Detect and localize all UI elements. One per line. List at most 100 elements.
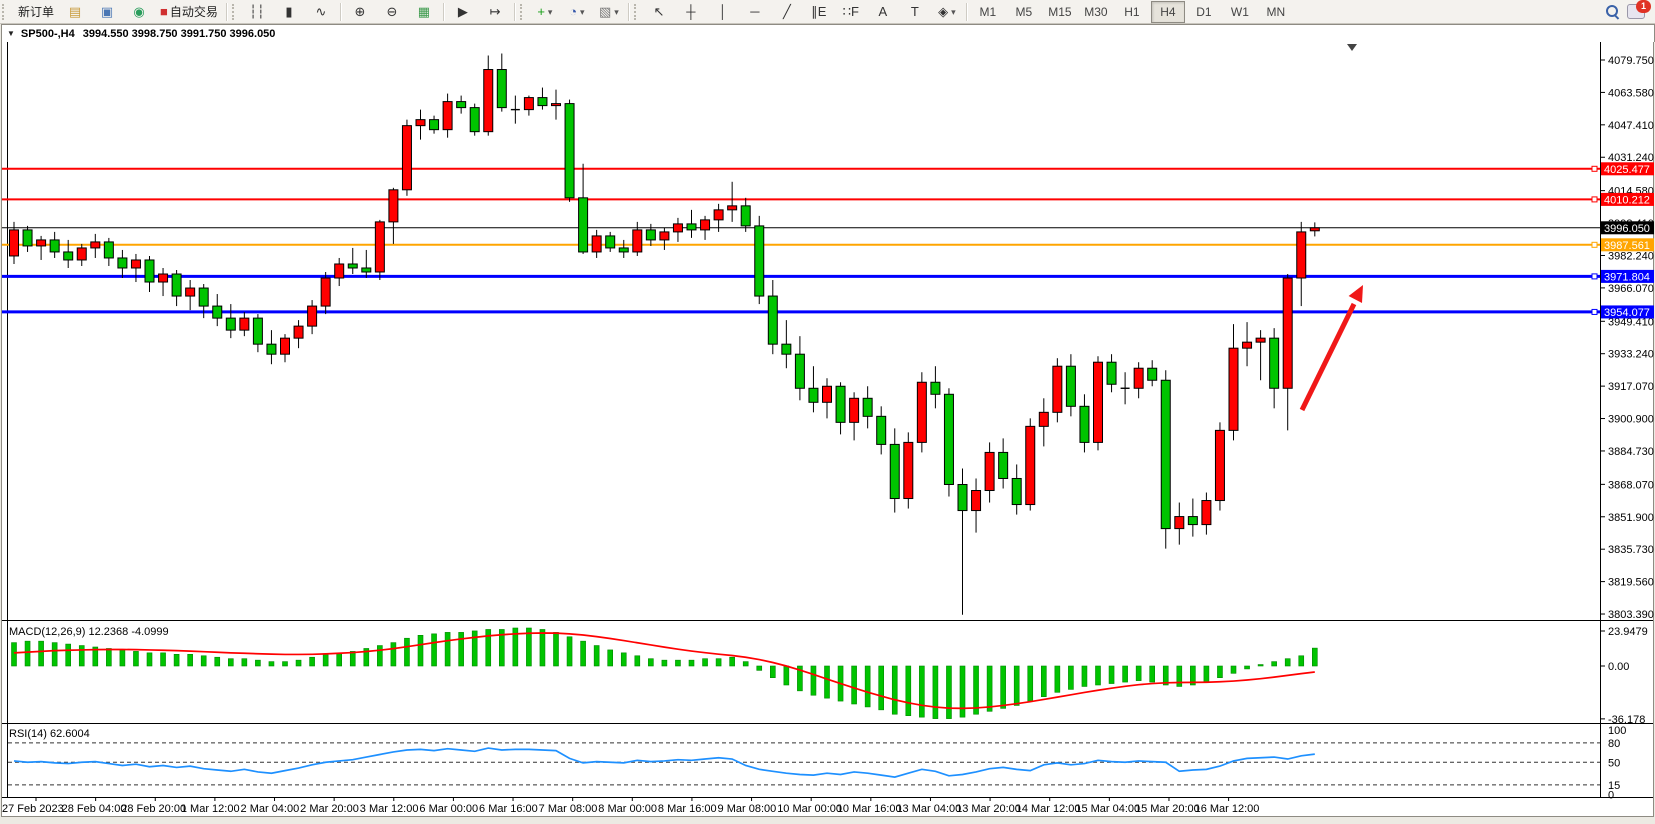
search-icon[interactable]: [1606, 5, 1620, 20]
macd-histogram-bar: [1284, 658, 1291, 667]
auto-trading-button[interactable]: ■ 自动交易: [160, 3, 218, 19]
hline-anchor[interactable]: [1591, 241, 1598, 248]
macd-histogram-bar: [891, 665, 898, 715]
text-label-icon[interactable]: T: [910, 3, 919, 19]
candlestick: [551, 89, 561, 120]
candlestick: [266, 330, 277, 365]
timeframe-m15-button[interactable]: M15: [1048, 4, 1072, 19]
macd-histogram-bar: [11, 642, 17, 667]
time-tick-label: 13 Mar 04:00: [896, 803, 961, 815]
hline-anchor[interactable]: [1591, 196, 1598, 203]
timeframe-h4-button[interactable]: H4: [1150, 0, 1185, 23]
candlestick: [1282, 274, 1293, 431]
bar-chart-icon[interactable]: ┆┆: [249, 3, 265, 19]
timeframe-mn-button[interactable]: MN: [1266, 4, 1286, 19]
zoom-out-icon[interactable]: ⊖: [386, 3, 398, 19]
candlestick: [293, 320, 304, 349]
periods-icon[interactable]: ◔ ▾: [562, 1, 592, 23]
candlestick: [876, 406, 887, 455]
price-tick-label: 3949.410: [1608, 316, 1654, 328]
candlestick: [903, 432, 914, 509]
candlestick: [456, 95, 467, 114]
ticket-icon[interactable]: ▤: [68, 3, 82, 19]
price-tick-label: 3835.730: [1608, 544, 1654, 556]
candlestick: [401, 119, 412, 196]
price-tick-label: 3868.070: [1608, 479, 1654, 491]
macd-histogram-bar: [404, 637, 410, 667]
hline-anchor[interactable]: [1591, 165, 1598, 172]
timeframe-w1-button[interactable]: W1: [1230, 4, 1249, 19]
time-tick-label: 16 Mar 12:00: [1195, 803, 1260, 815]
candlestick: [347, 247, 358, 275]
collapse-chart-icon[interactable]: ▼: [7, 29, 15, 38]
candlestick: [632, 221, 643, 256]
candlestick-chart-icon[interactable]: ▮: [285, 3, 293, 19]
macd-histogram-bar: [160, 652, 166, 667]
toolbar-grip: [519, 3, 527, 20]
vertical-line-icon[interactable]: │: [718, 3, 727, 19]
terminal-icon[interactable]: ▣: [100, 3, 114, 19]
timeframe-d1-button[interactable]: D1: [1196, 4, 1212, 19]
macd-histogram-bar: [65, 643, 71, 667]
macd-histogram-bar: [742, 661, 749, 667]
macd-histogram-bar: [648, 658, 654, 667]
rsi-tick-label: 80: [1608, 738, 1620, 750]
candlestick: [9, 221, 19, 264]
candlestick: [144, 255, 155, 293]
new-order-button[interactable]: 新订单: [18, 4, 55, 19]
cursor-icon[interactable]: ↖: [653, 3, 665, 19]
arrows-icon[interactable]: ◈ ▾: [932, 1, 962, 23]
candlestick: [361, 249, 372, 279]
macd-histogram-bar: [986, 665, 993, 712]
macd-histogram-bar: [200, 655, 207, 667]
candlestick: [808, 366, 819, 413]
price-badge-label: 3954.077: [1604, 307, 1650, 319]
price-tick-label: 4031.240: [1608, 152, 1654, 164]
trend-arrow[interactable]: [1299, 302, 1357, 412]
macd-histogram-bar: [607, 649, 614, 667]
macd-histogram-bar: [702, 658, 708, 667]
chart-shift-marker[interactable]: [1347, 44, 1357, 51]
timeframe-m1-button[interactable]: M1: [979, 4, 997, 19]
chart-shift-icon[interactable]: ↦: [489, 3, 501, 19]
candlestick: [1106, 354, 1117, 393]
trendline-icon[interactable]: ╱: [782, 3, 791, 19]
tile-windows-icon[interactable]: ▦: [417, 3, 431, 19]
macd-histogram-bar: [526, 627, 532, 667]
chart-symbol-period: SP500-,H4: [20, 27, 75, 40]
signals-icon[interactable]: ◉: [133, 3, 145, 19]
horizontal-line-icon[interactable]: ─: [750, 3, 760, 19]
candlestick: [754, 215, 765, 305]
time-tick-label: 9 Mar 08:00: [718, 803, 777, 815]
hline-anchor[interactable]: [1591, 273, 1598, 280]
auto-scroll-icon[interactable]: ▶: [457, 3, 468, 19]
candlestick: [510, 95, 520, 124]
line-chart-icon[interactable]: ∿: [315, 3, 327, 19]
equidistant-channel-icon[interactable]: ∥E: [811, 3, 827, 19]
crosshair-icon[interactable]: ┼: [686, 3, 696, 19]
macd-histogram-bar: [1068, 665, 1074, 690]
macd-histogram-bar: [1149, 665, 1155, 683]
candlestick: [822, 378, 832, 419]
macd-histogram-bar: [498, 629, 505, 667]
timeframe-h1-button[interactable]: H1: [1124, 4, 1140, 19]
text-icon[interactable]: A: [878, 3, 888, 19]
rsi-line: [13, 747, 1315, 778]
zoom-in-icon[interactable]: ⊕: [354, 3, 366, 19]
macd-histogram-bar: [309, 656, 315, 667]
templates-icon[interactable]: ▧ ▾: [594, 1, 624, 23]
toolbar-separator: [442, 2, 444, 21]
indicators-icon[interactable]: + ▾: [530, 1, 560, 23]
hline-anchor[interactable]: [1591, 308, 1598, 315]
candlestick: [889, 428, 900, 513]
macd-histogram-bar: [458, 632, 464, 667]
timeframe-m30-button[interactable]: M30: [1084, 4, 1108, 19]
rsi-tick-label: 15: [1608, 780, 1620, 792]
fibonacci-icon[interactable]: ∷F: [842, 3, 859, 19]
macd-histogram-bar: [946, 665, 952, 719]
macd-histogram-bar: [268, 661, 275, 667]
timeframe-m5-button[interactable]: M5: [1015, 4, 1033, 19]
chat-icon[interactable]: 1: [1627, 0, 1651, 19]
candlestick: [1079, 394, 1090, 453]
macd-histogram-bar: [377, 645, 383, 667]
